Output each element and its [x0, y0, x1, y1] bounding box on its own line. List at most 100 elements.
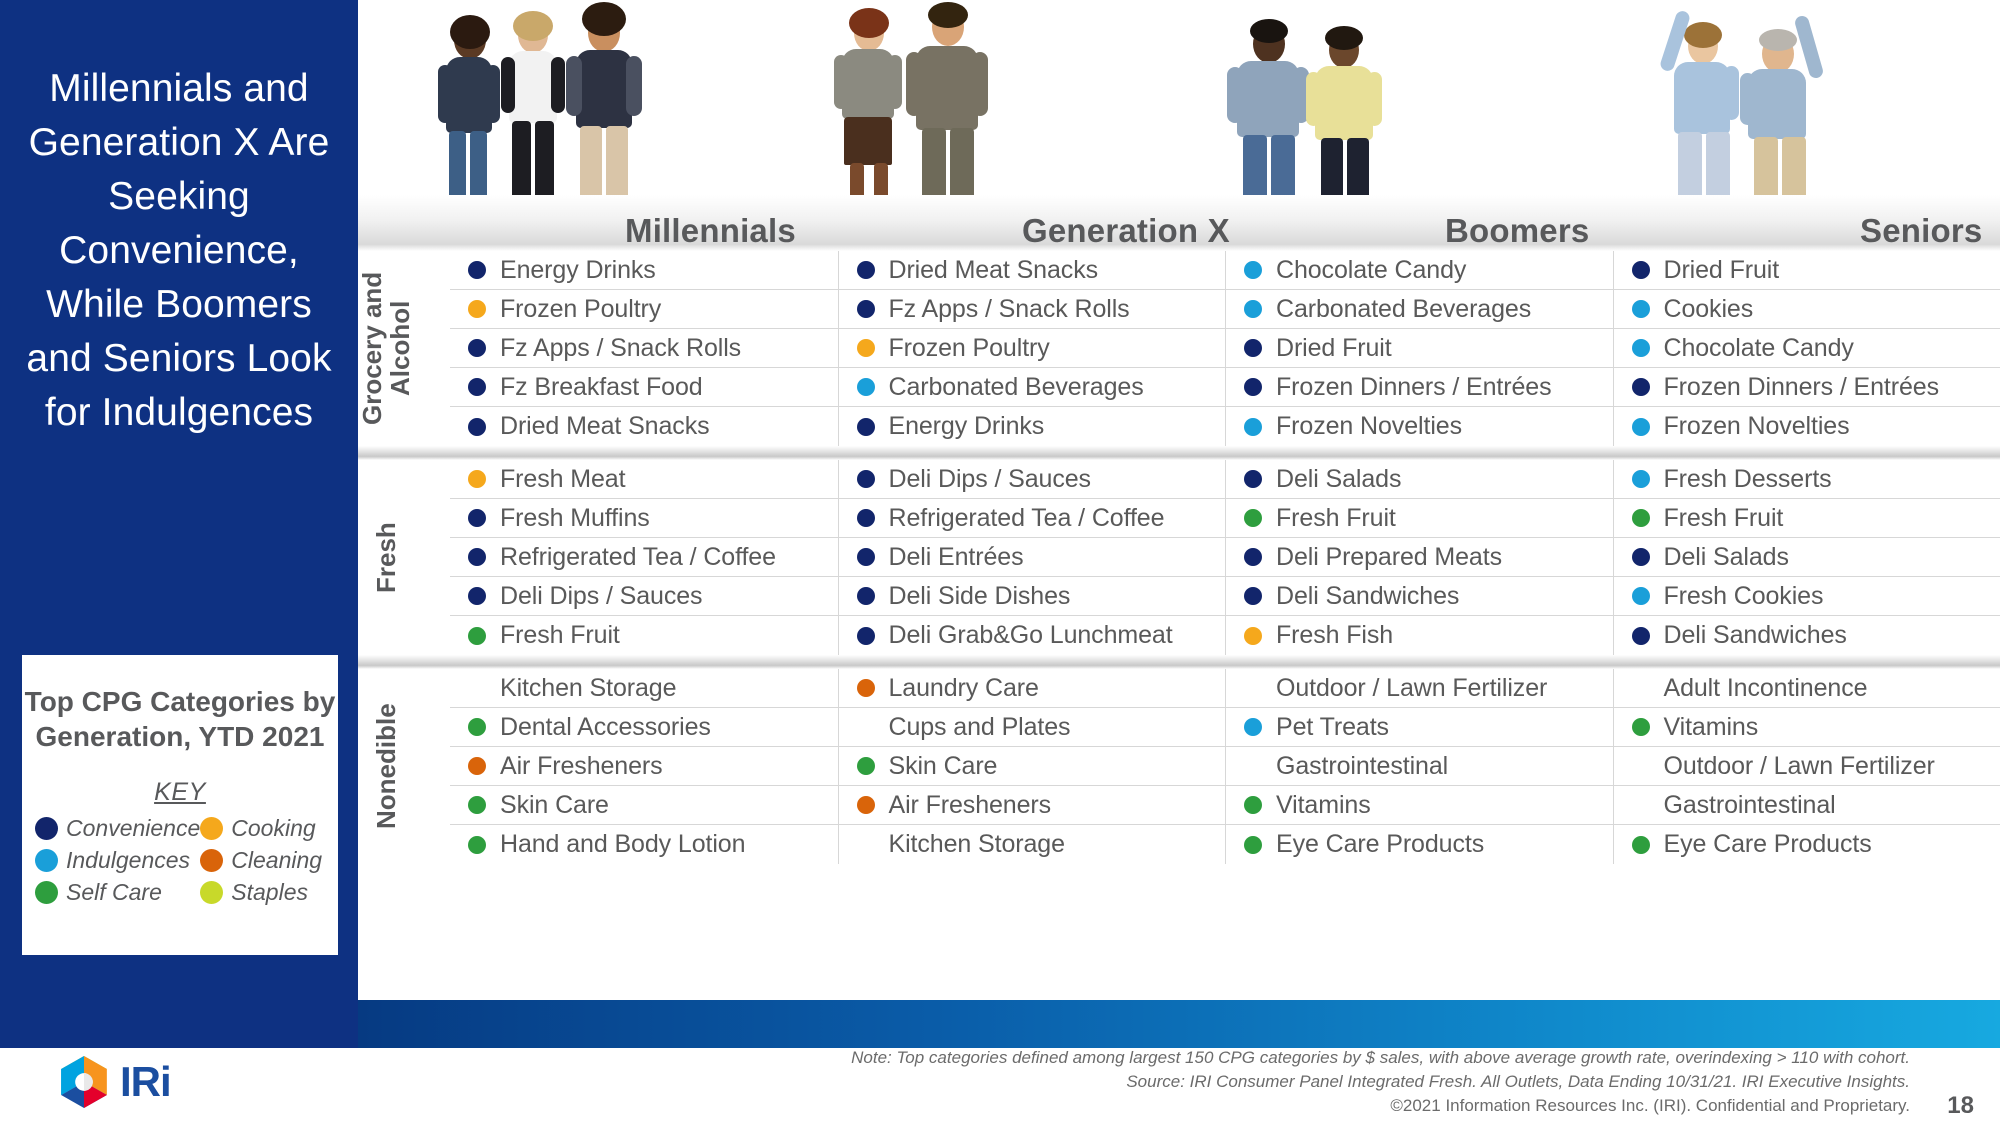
category-color-dot-icon: [857, 718, 875, 736]
table-cell: Fresh Cookies: [1612, 577, 2000, 615]
table-cell: Dried Meat Snacks: [450, 407, 838, 446]
category-color-dot-icon: [468, 718, 486, 736]
section-divider: [358, 655, 2000, 669]
category-label: Skin Care: [888, 751, 998, 780]
table-cell: Deli Entrées: [837, 538, 1226, 576]
footer-gradient-bar: [358, 1000, 2000, 1048]
category-label: Refrigerated Tea / Coffee: [888, 503, 1165, 532]
category-color-dot-icon: [1632, 796, 1650, 814]
legend-color-dot-icon: [200, 817, 224, 840]
category-color-dot-icon: [468, 757, 486, 775]
category-label: Eye Care Products: [1276, 830, 1485, 858]
page-number: 18: [1947, 1092, 1974, 1119]
footnote-line-2: Source: IRI Consumer Panel Integrated Fr…: [1126, 1072, 1910, 1091]
category-label: Dried Meat Snacks: [888, 255, 1099, 284]
category-label: Fresh Fruit: [1276, 503, 1396, 532]
category-color-dot-icon: [468, 509, 486, 527]
category-color-dot-icon: [856, 339, 875, 357]
category-color-dot-icon: [1244, 796, 1262, 814]
table-row: Fz Apps / Snack Rolls Frozen Poultry Dried…: [450, 329, 2000, 368]
table-cell: Energy Drinks: [837, 407, 1226, 446]
table-cell: Adult Incontinence: [1612, 669, 2000, 707]
category-label: Chocolate Candy: [1276, 255, 1467, 284]
category-label: Frozen Novelties: [1276, 412, 1462, 440]
category-color-dot-icon: [1631, 339, 1650, 357]
category-label: Dental Accessories: [500, 712, 711, 741]
category-label: Gastrointestinal: [1276, 751, 1449, 780]
category-color-dot-icon: [468, 378, 486, 396]
category-color-dot-icon: [468, 796, 486, 814]
category-color-dot-icon: [856, 757, 875, 775]
category-color-dot-icon: [1244, 548, 1262, 566]
table-cell: Refrigerated Tea / Coffee: [837, 499, 1226, 537]
footer-area: [0, 1048, 2000, 1126]
table-cell: Cups and Plates: [837, 708, 1226, 746]
table-cell: Frozen Dinners / Entrées: [1225, 368, 1613, 406]
legend-item-label: Staples: [231, 879, 308, 905]
iri-logo-icon: [61, 1056, 107, 1108]
table-row: Energy Drinks Dried Meat Snacks Chocolate …: [450, 251, 2000, 290]
category-label: Carbonated Beverages: [888, 372, 1144, 401]
category-label: Air Fresheners: [888, 790, 1052, 819]
table-section: Nonedible Kitchen Storage Laundry Care Outd…: [358, 669, 2000, 864]
category-color-dot-icon: [1244, 339, 1262, 357]
table-cell: Frozen Novelties: [1612, 407, 2000, 446]
section-rows: Kitchen Storage Laundry Care Outdoor / Law…: [450, 669, 2000, 864]
category-label: Frozen Novelties: [1663, 412, 1850, 440]
category-color-dot-icon: [1244, 718, 1262, 736]
category-label: Laundry Care: [888, 673, 1039, 702]
legend-color-dot-icon: [35, 817, 58, 840]
category-color-dot-icon: [1244, 757, 1262, 775]
category-color-dot-icon: [1244, 261, 1262, 279]
category-color-dot-icon: [1631, 548, 1650, 566]
legend-item: Staples: [200, 879, 327, 906]
table-cell: Dried Fruit: [1225, 329, 1613, 367]
category-label: Fz Apps / Snack Rolls: [888, 294, 1130, 323]
category-label: Cookies: [1663, 294, 1754, 323]
category-label: Deli Entrées: [888, 542, 1024, 571]
category-label: Air Fresheners: [500, 751, 663, 780]
footnote-line-3: ©2021 Information Resources Inc. (IRI). …: [1390, 1096, 1910, 1115]
table-cell: Outdoor / Lawn Fertilizer: [1225, 669, 1613, 707]
table-row: Dried Meat Snacks Energy Drinks Frozen Nov…: [450, 407, 2000, 446]
category-color-dot-icon: [468, 587, 486, 605]
category-color-dot-icon: [1631, 378, 1650, 396]
category-label: Dried Fruit: [1276, 333, 1392, 362]
table-cell: Carbonated Beverages: [1225, 290, 1613, 328]
key-legend-box: Top CPG Categories by Generation, YTD 20…: [22, 655, 338, 955]
category-label: Skin Care: [500, 790, 609, 819]
category-color-dot-icon: [1631, 587, 1650, 605]
category-color-dot-icon: [1244, 626, 1262, 645]
category-color-dot-icon: [468, 626, 486, 645]
category-label: Adult Incontinence: [1663, 673, 1868, 702]
column-header-millennials: Millennials: [625, 212, 796, 249]
table-row: Hand and Body Lotion Kitchen Storage Eye C…: [450, 825, 2000, 864]
category-color-dot-icon: [1631, 300, 1650, 318]
category-color-dot-icon: [1631, 718, 1650, 736]
table-cell: Outdoor / Lawn Fertilizer: [1612, 747, 2000, 785]
category-label: Cups and Plates: [888, 712, 1071, 741]
table-cell: Deli Salads: [1225, 460, 1613, 498]
category-label: Fresh Fruit: [500, 621, 620, 649]
table-row: Kitchen Storage Laundry Care Outdoor / Law…: [450, 669, 2000, 708]
iri-wordmark: IRi: [120, 1058, 172, 1105]
category-color-dot-icon: [856, 509, 875, 527]
footnote-line-1: Note: Top categories defined among large…: [851, 1048, 1910, 1067]
category-label: Frozen Dinners / Entrées: [1663, 372, 1940, 401]
category-color-dot-icon: [468, 261, 486, 279]
table-cell: Fresh Muffins: [450, 499, 838, 537]
category-label: Outdoor / Lawn Fertilizer: [1276, 673, 1548, 702]
legend-item: Convenience: [35, 815, 200, 842]
table-cell: Air Fresheners: [450, 747, 838, 785]
table-cell: Refrigerated Tea / Coffee: [450, 538, 838, 576]
category-label: Gastrointestinal: [1663, 790, 1836, 819]
table-cell: Vitamins: [1612, 708, 2000, 746]
table-cell: Frozen Poultry: [837, 329, 1226, 367]
category-label: Fresh Meat: [500, 464, 626, 493]
category-color-dot-icon: [1631, 261, 1650, 279]
section-divider: [358, 446, 2000, 460]
table-cell: Chocolate Candy: [1225, 251, 1613, 289]
category-color-dot-icon: [1244, 509, 1262, 527]
slide-headline: Millennials and Generation X Are Seeking…: [26, 67, 332, 434]
